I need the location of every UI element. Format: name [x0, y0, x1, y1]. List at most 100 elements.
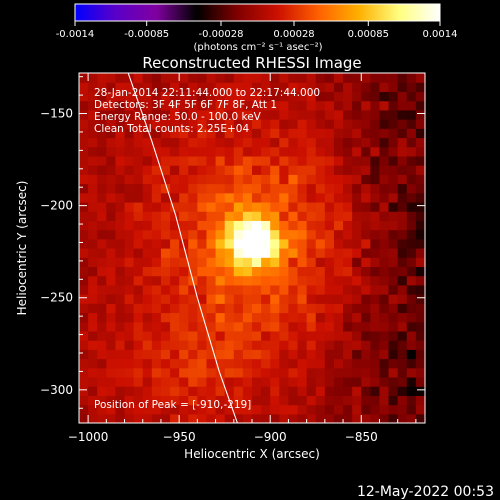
heatmap-cell: [270, 137, 280, 148]
heatmap-cell: [142, 376, 153, 387]
heatmap-cell: [242, 257, 253, 268]
heatmap-cell: [252, 155, 262, 166]
heatmap-cell: [160, 349, 171, 360]
heatmap-cell: [233, 386, 244, 396]
heatmap-cell: [224, 284, 235, 295]
heatmap-cell: [361, 174, 371, 185]
heatmap-cell: [379, 266, 390, 277]
heatmap-cell: [361, 211, 371, 221]
heatmap-cell: [133, 192, 144, 203]
heatmap-cell: [79, 91, 89, 102]
heatmap-cell: [151, 330, 162, 341]
heatmap-cell: [297, 211, 308, 221]
heatmap-cell: [124, 229, 135, 240]
heatmap-cell: [215, 238, 226, 249]
heatmap-cell: [397, 192, 408, 203]
heatmap-cell: [106, 312, 117, 323]
heatmap-cell: [333, 358, 344, 369]
heatmap-cell: [315, 340, 326, 350]
heatmap-cell: [415, 376, 425, 387]
heatmap-cell: [124, 82, 135, 93]
heatmap-cell: [197, 192, 208, 203]
heatmap-cell: [397, 91, 408, 102]
heatmap-cell: [106, 330, 117, 341]
heatmap-cell: [252, 192, 262, 203]
heatmap-cell: [297, 395, 308, 406]
heatmap-cell: [88, 109, 98, 120]
heatmap-cell: [151, 248, 162, 258]
heatmap-cell: [151, 109, 162, 120]
heatmap-cell: [279, 404, 290, 415]
heatmap-cell: [233, 257, 244, 268]
heatmap-cell: [142, 266, 153, 277]
heatmap-cell: [88, 165, 98, 175]
heatmap-cell: [133, 395, 144, 406]
heatmap-cell: [397, 229, 408, 240]
heatmap-cell: [142, 257, 153, 268]
heatmap-cell: [288, 137, 299, 148]
heatmap-cell: [388, 376, 399, 387]
heatmap-cell: [160, 73, 171, 83]
heatmap-cell: [388, 146, 399, 157]
heatmap-cell: [170, 109, 180, 120]
heatmap-cell: [133, 91, 144, 102]
heatmap-cell: [160, 174, 171, 185]
heatmap-cell: [370, 174, 381, 185]
colorbar-tick-label: -0.0014: [56, 29, 95, 40]
heatmap-cell: [252, 395, 262, 406]
heatmap-cell: [224, 248, 235, 258]
heatmap-cell: [124, 183, 135, 194]
heatmap-cell: [115, 349, 126, 360]
heatmap-cell: [88, 275, 98, 286]
heatmap-cell: [415, 109, 425, 120]
heatmap-cell: [179, 376, 189, 387]
heatmap-cell: [252, 330, 262, 341]
heatmap-cell: [352, 174, 362, 185]
heatmap-cell: [233, 82, 244, 93]
heatmap-cell: [188, 128, 198, 139]
heatmap-cell: [406, 183, 417, 194]
heatmap-cell: [224, 82, 235, 93]
heatmap-cell: [324, 376, 335, 387]
heatmap-cell: [388, 386, 399, 396]
heatmap-cell: [297, 119, 308, 129]
heatmap-cell: [197, 91, 208, 102]
heatmap-cell: [79, 201, 89, 212]
heatmap-cell: [160, 100, 171, 111]
heatmap-cell: [233, 266, 244, 277]
heatmap-cell: [233, 146, 244, 157]
heatmap-cell: [343, 165, 353, 175]
heatmap-cell: [306, 73, 317, 83]
heatmap-cell: [106, 303, 117, 314]
heatmap-cell: [206, 100, 217, 111]
heatmap-cell: [97, 119, 107, 129]
heatmap-cell: [288, 146, 299, 157]
heatmap-cell: [324, 340, 335, 350]
heatmap-cell: [361, 321, 371, 332]
heatmap-cell: [279, 358, 290, 369]
heatmap-cell: [324, 413, 335, 423]
heatmap-cell: [206, 155, 217, 166]
heatmap-cell: [115, 220, 126, 231]
heatmap-cell: [279, 248, 290, 258]
heatmap-cell: [242, 367, 253, 378]
heatmap-cell: [388, 349, 399, 360]
heatmap-cell: [279, 155, 290, 166]
heatmap-cell: [324, 312, 335, 323]
heatmap-cell: [370, 330, 381, 341]
heatmap-cell: [233, 229, 244, 240]
heatmap-cell: [188, 220, 198, 231]
heatmap-cell: [242, 266, 253, 277]
heatmap-cell: [333, 386, 344, 396]
heatmap-cell: [106, 413, 117, 423]
heatmap-cell: [379, 174, 390, 185]
heatmap-cell: [179, 275, 189, 286]
heatmap-cell: [361, 82, 371, 93]
heatmap-cell: [160, 376, 171, 387]
heatmap-cell: [361, 229, 371, 240]
heatmap-cell: [352, 119, 362, 129]
heatmap-cell: [252, 73, 262, 83]
heatmap-cell: [270, 386, 280, 396]
heatmap-cell: [306, 128, 317, 139]
heatmap-cell: [279, 340, 290, 350]
